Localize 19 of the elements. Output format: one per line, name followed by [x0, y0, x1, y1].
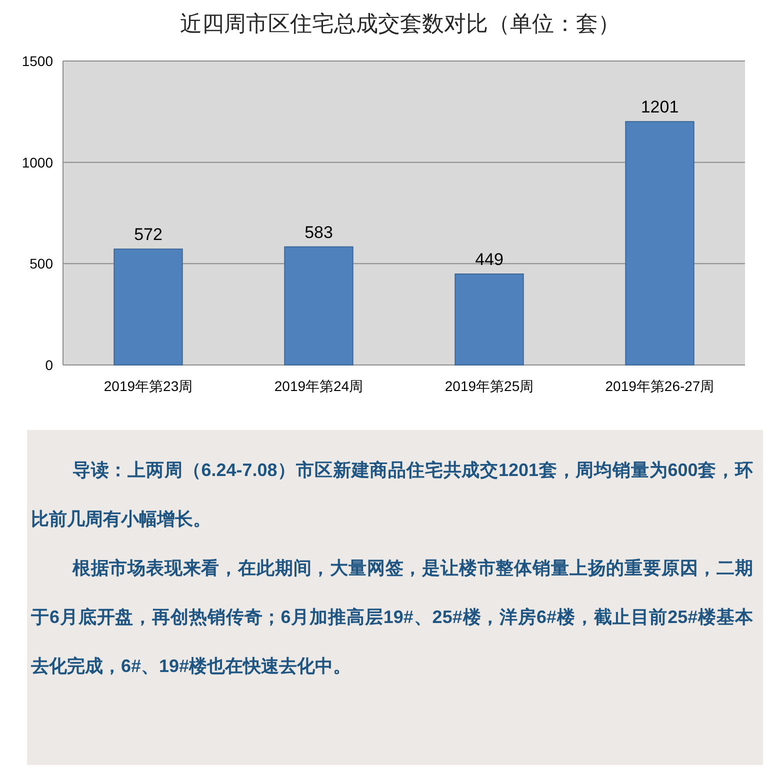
bar — [625, 121, 694, 366]
x-tick-label: 2019年第25周 — [444, 378, 534, 394]
y-tick-label: 500 — [30, 256, 54, 272]
chart-title: 近四周市区住宅总成交套数对比（单位：套） — [180, 11, 620, 36]
bar — [284, 246, 354, 366]
x-tick-label: 2019年第24周 — [274, 378, 364, 394]
x-tick-label: 2019年第26-27周 — [605, 378, 714, 394]
data-label: 1201 — [640, 98, 679, 117]
y-tick-label: 0 — [45, 357, 54, 373]
data-label: 449 — [475, 250, 504, 270]
text: 导读：上两周（6.24-7.08）市区新建商品住宅共成交1201套，周均销量为600套，环比前几周有小幅增长。 — [31, 460, 753, 529]
text: 根据市场表现来看，在此期间，大量网签，是让楼市整体销量上扬的重要原因，二期于6月底开盘，再创热销传奇；6月加推高层19#、25#楼，洋房6#楼，截止目前25#楼基本去化完成，6#、19#楼也在快速去化中。 — [31, 558, 753, 676]
data-label: 583 — [304, 222, 333, 242]
bar — [114, 248, 183, 366]
data-label: 572 — [134, 225, 162, 244]
y-tick-label: 1500 — [22, 53, 54, 69]
bar — [454, 274, 524, 366]
x-tick-label: 2019年第23周 — [104, 378, 193, 394]
y-tick-label: 1000 — [22, 154, 54, 170]
